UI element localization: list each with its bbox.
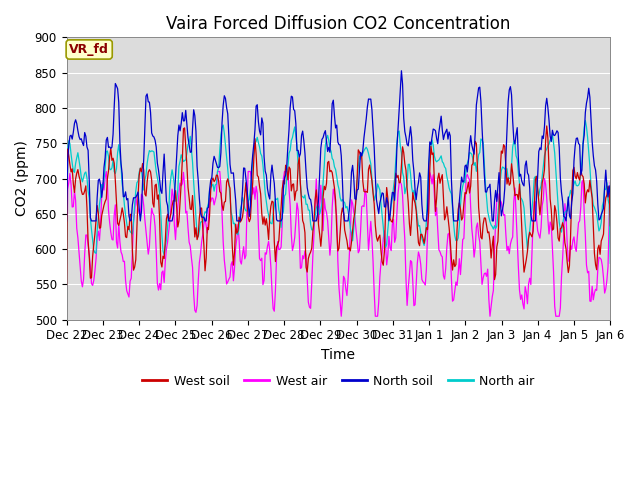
X-axis label: Time: Time [321,348,355,362]
Text: VR_fd: VR_fd [69,43,109,56]
Title: Vaira Forced Diffusion CO2 Concentration: Vaira Forced Diffusion CO2 Concentration [166,15,511,33]
Y-axis label: CO2 (ppm): CO2 (ppm) [15,141,29,216]
Legend: West soil, West air, North soil, North air: West soil, West air, North soil, North a… [138,370,540,393]
